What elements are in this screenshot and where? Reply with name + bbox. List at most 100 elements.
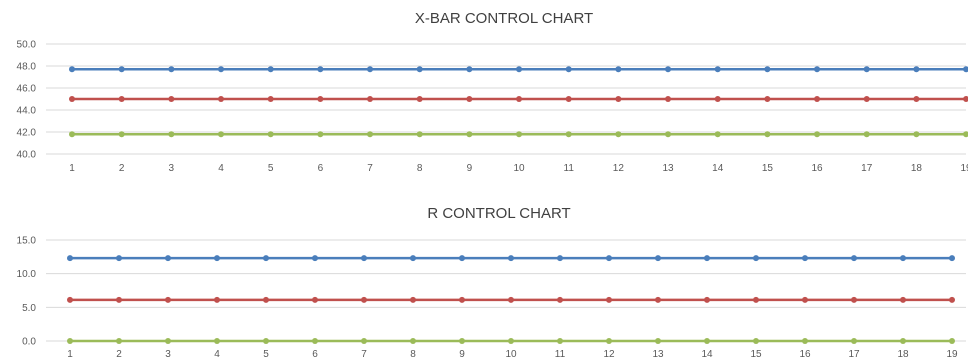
data-point [655, 296, 661, 303]
data-point [267, 131, 274, 138]
y-tick-label: 0.0 [22, 337, 36, 348]
data-point [410, 338, 416, 344]
data-point [863, 131, 870, 138]
data-point [851, 296, 857, 303]
data-point [416, 96, 423, 102]
data-point [949, 338, 955, 344]
data-point [67, 338, 73, 344]
data-point [317, 66, 324, 73]
x-tick-label: 7 [361, 349, 367, 360]
data-point [565, 131, 572, 138]
x-tick-label: 19 [960, 163, 968, 174]
x-tick-label: 15 [762, 163, 774, 174]
data-point [69, 131, 75, 138]
data-point [168, 96, 175, 102]
x-tick-label: 2 [119, 163, 125, 174]
x-tick-label: 1 [69, 163, 75, 174]
x-tick-label: 15 [750, 349, 762, 360]
data-point [863, 66, 870, 73]
y-tick-label: 15.0 [17, 236, 37, 247]
data-point [218, 96, 225, 102]
data-point [466, 66, 473, 73]
data-point [949, 296, 955, 303]
data-point [565, 66, 572, 73]
x-tick-label: 13 [652, 349, 664, 360]
data-point [851, 338, 857, 344]
data-point [900, 296, 906, 303]
data-point [312, 296, 318, 303]
x-tick-label: 16 [799, 349, 811, 360]
data-point [361, 296, 367, 303]
data-point [606, 255, 612, 262]
x-tick-label: 4 [218, 163, 224, 174]
x-tick-label: 11 [555, 349, 566, 360]
data-point [116, 296, 122, 303]
data-point [361, 338, 367, 344]
x-tick-label: 12 [613, 163, 625, 174]
data-point [312, 255, 318, 262]
data-point [118, 131, 125, 138]
data-point [67, 255, 73, 262]
data-point [168, 131, 175, 138]
data-point [466, 131, 473, 138]
data-point [214, 338, 220, 344]
x-tick-label: 10 [505, 349, 517, 360]
data-point [116, 338, 122, 344]
data-point [317, 131, 324, 138]
data-point [802, 296, 808, 303]
data-point [753, 255, 759, 262]
data-point [267, 96, 274, 102]
data-point [263, 296, 269, 303]
data-point [565, 96, 572, 102]
data-point [851, 255, 857, 262]
data-point [764, 131, 771, 138]
data-point [963, 131, 968, 138]
data-point [714, 66, 721, 73]
data-point [557, 296, 563, 303]
data-point [863, 96, 870, 102]
x-tick-label: 17 [861, 163, 873, 174]
data-point [367, 131, 374, 138]
data-point [665, 96, 672, 102]
x-tick-label: 3 [165, 349, 171, 360]
data-point [312, 338, 318, 344]
x-tick-label: 18 [911, 163, 923, 174]
y-tick-label: 44.0 [17, 106, 37, 117]
data-point [655, 338, 661, 344]
data-point [263, 338, 269, 344]
x-tick-label: 10 [513, 163, 525, 174]
data-point [900, 255, 906, 262]
data-point [118, 66, 125, 73]
data-point [655, 255, 661, 262]
data-point [714, 131, 721, 138]
data-point [949, 255, 955, 262]
y-tick-label: 40.0 [17, 150, 37, 161]
y-tick-label: 42.0 [17, 128, 37, 139]
data-point [367, 96, 374, 102]
x-tick-label: 13 [662, 163, 674, 174]
data-point [367, 66, 374, 73]
data-point [913, 66, 920, 73]
x-tick-label: 9 [467, 163, 473, 174]
x-tick-label: 11 [564, 163, 575, 174]
data-point [214, 296, 220, 303]
x-tick-label: 12 [603, 349, 615, 360]
y-tick-label: 50.0 [17, 40, 37, 51]
data-point [508, 338, 514, 344]
x-tick-label: 5 [263, 349, 269, 360]
x-tick-label: 19 [946, 349, 958, 360]
x-tick-label: 1 [67, 349, 73, 360]
data-point [557, 255, 563, 262]
data-point [508, 255, 514, 262]
data-point [516, 131, 523, 138]
data-point [165, 296, 171, 303]
x-tick-label: 3 [169, 163, 175, 174]
chart-title: X-BAR CONTROL CHART [415, 10, 593, 27]
data-point [317, 96, 324, 102]
data-point [900, 338, 906, 344]
data-point [615, 66, 622, 73]
data-point [557, 338, 563, 344]
data-point [263, 255, 269, 262]
x-tick-label: 8 [417, 163, 423, 174]
data-point [410, 255, 416, 262]
